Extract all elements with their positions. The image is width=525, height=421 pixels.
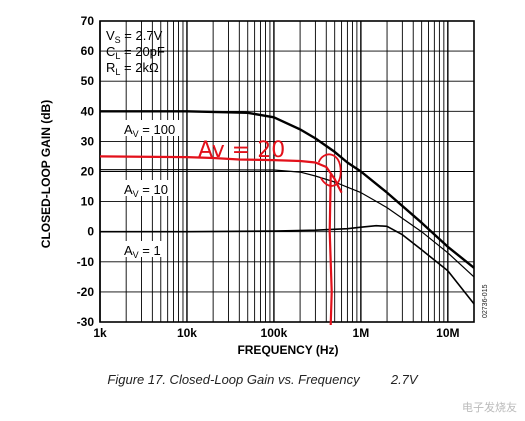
legend-line-vs: VS = 2.7V <box>106 28 163 45</box>
series-line-2 <box>100 169 475 278</box>
annotation-av1: AV = 1 <box>124 243 161 260</box>
y-axis-title: CLOSED-LOOP GAIN (dB) <box>39 100 53 248</box>
y-tick-label: 70 <box>81 14 95 28</box>
curve-annotations: AV = 100 AV = 10 AV = 1 <box>118 120 180 260</box>
y-tick-label: -20 <box>77 285 95 299</box>
x-tick-label: 10M <box>436 326 459 340</box>
side-code: 02736-015 <box>482 284 489 318</box>
x-tick-label: 1M <box>353 326 370 340</box>
handwritten-av20: Av = 20 <box>198 138 285 163</box>
y-tick-label: -30 <box>77 315 95 329</box>
annotation-av10: AV = 10 <box>124 182 168 199</box>
legend-line-rl: RL = 2kΩ <box>106 60 159 77</box>
y-tick-label: 30 <box>81 134 95 148</box>
y-tick-label: 40 <box>81 104 95 118</box>
series-line-3 <box>100 224 475 305</box>
y-tick-label: -10 <box>77 255 95 269</box>
handwritten-vertical <box>328 174 333 326</box>
grid <box>99 20 475 323</box>
legend-line-cl: CL = 20pF <box>106 44 165 61</box>
x-axis-title: FREQUENCY (Hz) <box>237 343 338 357</box>
handwritten-trace <box>99 155 343 194</box>
figure-caption: Figure 17. Closed-Loop Gain vs. Frequenc… <box>107 372 418 387</box>
y-tick-label: 20 <box>81 165 95 179</box>
x-tick-label: 1k <box>93 326 107 340</box>
handwritten-markup <box>99 153 343 326</box>
y-tick-label: 0 <box>87 225 94 239</box>
conditions-legend: VS = 2.7V CL = 20pF RL = 2kΩ <box>106 28 165 77</box>
y-tick-label: 10 <box>81 195 95 209</box>
x-tick-label: 10k <box>177 326 197 340</box>
y-tick-label: 60 <box>81 44 95 58</box>
annotation-av100: AV = 100 <box>124 122 175 139</box>
series-lines <box>100 110 475 305</box>
y-tick-label: 50 <box>81 74 95 88</box>
series-line-1 <box>100 110 475 269</box>
watermark: 电子发烧友 <box>462 402 517 414</box>
x-tick-label: 100k <box>261 326 288 340</box>
handwritten-loop <box>317 153 342 187</box>
